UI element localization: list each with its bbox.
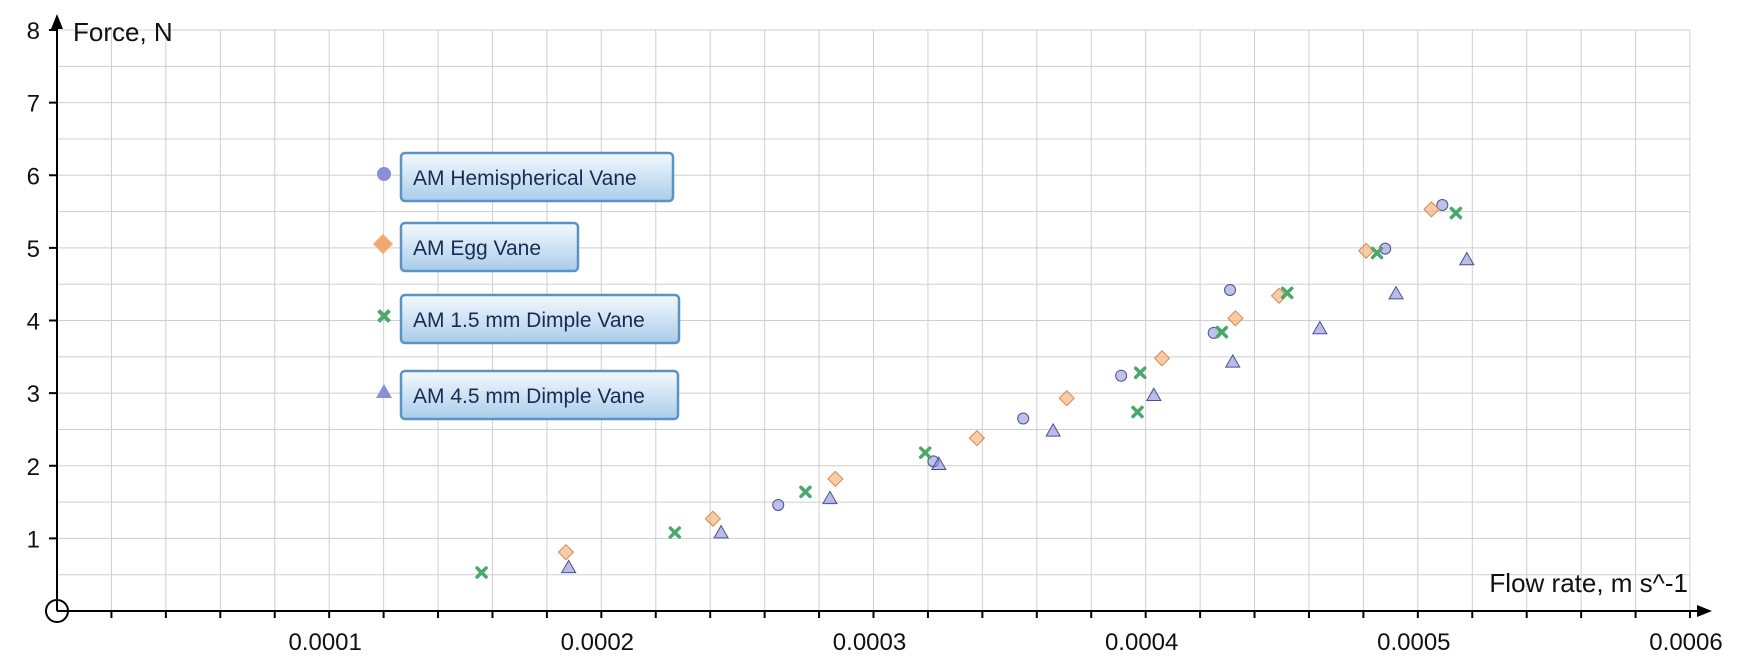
legend-marker-circle [377, 167, 391, 181]
data-point-x [1370, 246, 1384, 260]
data-point-triangle [713, 524, 729, 539]
data-point-diamond [1423, 201, 1440, 218]
data-point-circle [1115, 369, 1128, 382]
origin-marker [45, 599, 69, 623]
x-axis-arrow [1697, 605, 1712, 617]
data-points [475, 199, 1475, 579]
data-point-x [1449, 206, 1463, 220]
y-tick-label: 1 [27, 526, 40, 553]
grid-lines [57, 29, 1691, 611]
legend-box [399, 221, 580, 273]
legend-label: AM Egg Vane [413, 237, 541, 260]
data-point-circle [1436, 199, 1449, 212]
data-point-x [918, 446, 932, 459]
data-point-triangle [822, 490, 838, 505]
data-point-x [799, 485, 812, 499]
data-point-x [668, 526, 682, 539]
data-point-diamond [557, 543, 575, 561]
legend-item: AM 1.5 mm Dimple Vane [377, 293, 681, 345]
x-tick-label: 0.0004 [1105, 629, 1178, 656]
data-point-x [1131, 405, 1144, 419]
y-tick-label: 3 [27, 381, 40, 408]
legend-label: AM Hemispherical Vane [413, 167, 637, 190]
data-point-triangle [1224, 353, 1241, 368]
data-point-diamond [1270, 287, 1288, 305]
data-point-triangle [930, 456, 947, 471]
x-tick-label: 0.0005 [1377, 629, 1450, 656]
data-point-triangle [1145, 387, 1162, 402]
data-point-circle [1017, 412, 1030, 425]
data-point-x [1280, 286, 1294, 300]
y-tick-label: 6 [27, 163, 40, 190]
y-tick-label: 5 [27, 236, 40, 263]
legend-box [399, 369, 680, 421]
data-point-triangle [1388, 285, 1404, 300]
legend-marker-triangle [376, 384, 392, 398]
data-point-diamond [1357, 242, 1375, 259]
legend-marker-x [377, 309, 391, 323]
x-tick-label: 0.0001 [288, 629, 361, 656]
legend-item: AM 4.5 mm Dimple Vane [376, 369, 680, 421]
data-point-x [475, 566, 488, 579]
legend-label: AM 4.5 mm Dimple Vane [413, 385, 645, 408]
legend-item: AM Egg Vane [373, 221, 580, 273]
y-axis-title: Force, N [73, 17, 173, 47]
data-point-circle [1224, 283, 1237, 296]
legend-box [399, 151, 675, 203]
data-point-diamond [827, 470, 844, 488]
y-tick-label: 7 [27, 91, 40, 118]
data-point-x [1133, 366, 1147, 380]
data-point-diamond [968, 429, 986, 447]
axes: 0.0001 0.0002 0.0003 0.0004 0.0005 0.0006 1 2 3 4… [27, 14, 1723, 656]
data-point-diamond [1153, 350, 1171, 367]
x-axis-title: Flow rate, m s^-1 [1489, 568, 1688, 598]
data-point-diamond [1227, 310, 1244, 327]
x-tick-label: 0.0006 [1649, 629, 1722, 656]
legend-label: AM 1.5 mm Dimple Vane [413, 309, 645, 332]
legend-item: AM Hemispherical Vane [377, 151, 675, 203]
y-tick-label: 4 [27, 309, 40, 336]
data-point-circle [772, 498, 785, 511]
data-point-triangle [1045, 422, 1061, 437]
data-point-triangle [1311, 320, 1328, 335]
data-point-diamond [1058, 390, 1075, 407]
data-point-x [1215, 325, 1229, 339]
data-point-diamond [704, 510, 722, 527]
y-tick-label: 2 [27, 454, 40, 481]
data-point-triangle [1458, 251, 1475, 266]
y-tick-label: 8 [27, 18, 40, 45]
y-axis-arrow [51, 14, 63, 29]
data-point-triangle [560, 559, 577, 574]
x-tick-label: 0.0003 [833, 629, 906, 656]
x-tick-label: 0.0002 [561, 629, 634, 656]
legend-box [399, 293, 681, 345]
legend-marker-diamond [373, 234, 393, 254]
legend: AM Hemispherical Vane AM Egg Vane AM 1.5 m… [373, 151, 681, 421]
